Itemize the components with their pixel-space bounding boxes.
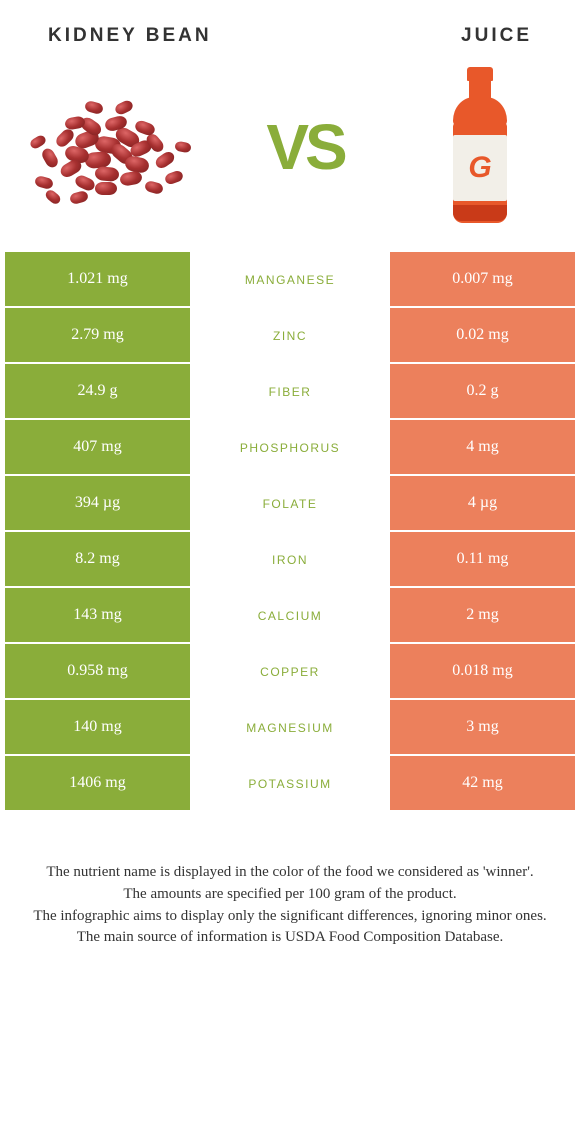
footer-notes: The nutrient name is displayed in the co… [0,812,580,989]
right-value: 0.2 g [390,364,575,420]
right-value: 42 mg [390,756,575,812]
nutrient-name: Calcium [190,588,390,644]
nutrient-name: Folate [190,476,390,532]
right-value: 0.02 mg [390,308,575,364]
footer-line: The amounts are specified per 100 gram o… [20,884,560,906]
images-row: VS G [0,57,580,252]
table-row: 8.2 mgIron0.11 mg [5,532,575,588]
left-value: 407 mg [5,420,190,476]
nutrient-name: Phosphorus [190,420,390,476]
juice-bottle-icon: G [410,67,550,227]
left-value: 143 mg [5,588,190,644]
right-value: 4 µg [390,476,575,532]
table-row: 394 µgFolate4 µg [5,476,575,532]
right-food-title: JUICE [461,25,532,47]
left-value: 2.79 mg [5,308,190,364]
table-row: 1406 mgPotassium42 mg [5,756,575,812]
kidney-beans-icon [20,77,200,217]
left-value: 8.2 mg [5,532,190,588]
nutrient-name: Zinc [190,308,390,364]
footer-line: The nutrient name is displayed in the co… [20,862,560,884]
table-row: 24.9 gFiber0.2 g [5,364,575,420]
table-row: 143 mgCalcium2 mg [5,588,575,644]
right-value: 3 mg [390,700,575,756]
table-row: 2.79 mgZinc0.02 mg [5,308,575,364]
table-row: 0.958 mgCopper0.018 mg [5,644,575,700]
left-value: 394 µg [5,476,190,532]
left-value: 1.021 mg [5,252,190,308]
table-row: 1.021 mgManganese0.007 mg [5,252,575,308]
header: KIDNEY BEAN JUICE [0,0,580,57]
nutrient-table: 1.021 mgManganese0.007 mg2.79 mgZinc0.02… [5,252,575,812]
right-value: 0.11 mg [390,532,575,588]
table-row: 407 mgPhosphorus4 mg [5,420,575,476]
left-value: 0.958 mg [5,644,190,700]
vs-label: VS [266,110,343,184]
right-value: 0.007 mg [390,252,575,308]
nutrient-name: Fiber [190,364,390,420]
nutrient-name: Magnesium [190,700,390,756]
nutrient-name: Manganese [190,252,390,308]
right-value: 0.018 mg [390,644,575,700]
left-value: 1406 mg [5,756,190,812]
nutrient-name: Potassium [190,756,390,812]
nutrient-name: Iron [190,532,390,588]
footer-line: The infographic aims to display only the… [20,906,560,928]
right-value: 2 mg [390,588,575,644]
nutrient-name: Copper [190,644,390,700]
left-value: 140 mg [5,700,190,756]
table-row: 140 mgMagnesium3 mg [5,700,575,756]
footer-line: The main source of information is USDA F… [20,927,560,949]
left-value: 24.9 g [5,364,190,420]
right-value: 4 mg [390,420,575,476]
left-food-title: KIDNEY BEAN [48,25,212,47]
